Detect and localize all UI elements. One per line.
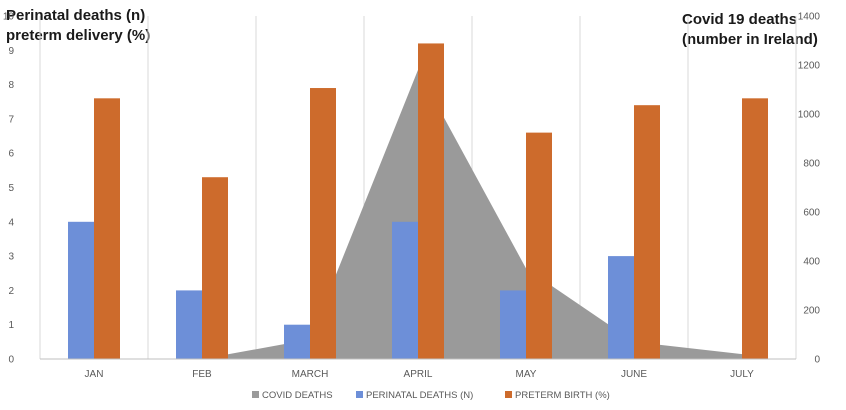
right-tick-label: 600 [803,208,820,219]
category-label: MARCH [292,369,329,380]
preterm-birth-bar-feb [202,177,228,359]
perinatal-deaths-bar-june [608,256,634,359]
preterm-birth-bar-march [310,88,336,359]
left-tick-label: 1 [8,320,14,331]
right-axis-title-line-1: Covid 19 deaths [682,11,798,28]
legend-swatch [252,391,259,398]
left-tick-label: 9 [8,46,14,57]
category-label: MAY [516,369,537,380]
left-tick-label: 10 [3,12,15,23]
left-tick-label: 0 [8,355,14,366]
legend: COVID DEATHS PERINATAL DEATHS (N) PRETERM … [252,390,610,401]
category-label: JULY [730,369,754,380]
perinatal-deaths-bar-feb [176,290,202,359]
category-label: JAN [85,369,104,380]
preterm-birth-bar-jan [94,98,120,359]
right-tick-label: 0 [814,355,820,366]
perinatal-deaths-bar-may [500,290,526,359]
legend-label: PRETERM BIRTH (%) [515,390,610,401]
legend-label: COVID DEATHS [262,390,333,401]
legend-label: PERINATAL DEATHS (N) [366,390,473,401]
right-tick-label: 1000 [798,110,821,121]
preterm-birth-bar-june [634,105,660,360]
left-tick-label: 8 [8,80,14,91]
category-label: JUNE [621,369,647,380]
left-tick-label: 3 [8,252,14,263]
preterm-birth-bar-april [418,43,444,359]
left-tick-label: 6 [8,149,14,160]
right-tick-label: 200 [803,306,820,317]
left-tick-label: 5 [8,183,14,194]
right-tick-label: 1200 [798,61,821,72]
legend-swatch [505,391,512,398]
left-tick-label: 7 [8,114,14,125]
category-label: APRIL [404,369,433,380]
perinatal-deaths-bar-april [392,221,418,359]
legend-swatch [356,391,363,398]
perinatal-deaths-bar-jan [68,221,94,359]
left-axis-title: Perinatal deaths (n) preterm delivery (%… [6,6,150,46]
bars-layer [68,43,768,360]
preterm-birth-bar-may [526,132,552,359]
right-tick-label: 1400 [798,12,821,23]
category-label: FEB [192,369,212,380]
left-tick-label: 4 [8,217,14,228]
left-axis-title-line-1: Perinatal deaths (n) [6,7,146,24]
perinatal-deaths-bar-march [284,324,310,359]
left-axis-title-line-2: preterm delivery (%) [6,27,151,44]
left-tick-label: 2 [8,286,14,297]
preterm-birth-bar-july [742,98,768,359]
right-tick-label: 800 [803,159,820,170]
right-axis-title-line-2: (number in Ireland) [682,31,818,48]
right-axis-title: Covid 19 deaths (number in Ireland) [682,10,818,50]
axes-layer: 0 1 2 3 4 5 6 7 8 9 10 0 200 400 600 800 1000 1200 1400 JAN… [3,12,821,381]
right-tick-label: 400 [803,257,820,268]
